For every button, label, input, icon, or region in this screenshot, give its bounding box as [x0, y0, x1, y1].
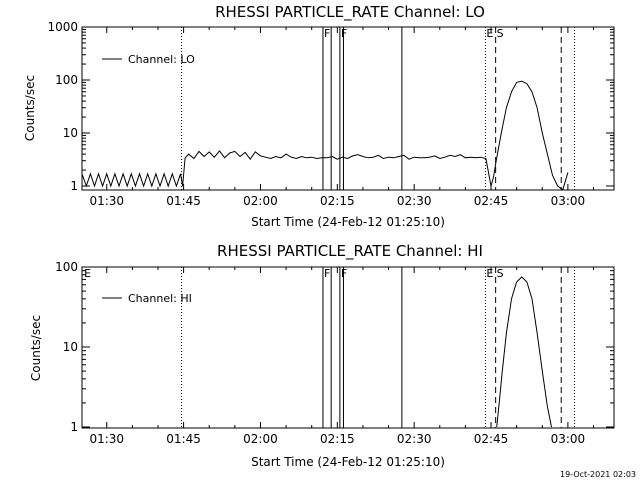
event-marker-label: E [84, 267, 91, 280]
event-marker-label: F [341, 27, 347, 40]
hi-channel-panel: RHESSI PARTICLE_RATE Channel: HI 01:30 01… [29, 242, 615, 469]
event-marker-label: S [497, 27, 504, 40]
event-marker-label: E [486, 27, 493, 40]
x-tick-label: 02:30 [397, 432, 432, 446]
event-marker-label: F [341, 267, 347, 280]
y-tick-label: 1 [70, 179, 78, 193]
lo-x-axis-label: Start Time (24-Feb-12 01:25:10) [251, 215, 445, 229]
x-tick-label: 02:15 [320, 432, 355, 446]
x-tick-label: 01:30 [89, 194, 124, 208]
y-tick-label: 100 [55, 73, 78, 87]
x-tick-label: 03:00 [551, 432, 586, 446]
event-marker-label: F [324, 267, 330, 280]
x-tick-label: 03:00 [551, 194, 586, 208]
x-tick-label: 02:00 [243, 194, 278, 208]
lo-legend-label: Channel: LO [128, 53, 195, 66]
y-tick-label: 1000 [47, 20, 78, 34]
y-tick-label: 100 [55, 260, 78, 274]
hi-y-axis-label: Counts/sec [29, 315, 43, 381]
y-tick-label: 10 [63, 340, 78, 354]
lo-channel-panel: RHESSI PARTICLE_RATE Channel: LO 01:30 01… [23, 3, 615, 229]
lo-y-axis-label: Counts/sec [23, 75, 37, 141]
lo-ticks: 01:30 01:45 02:00 02:15 02:30 02:45 03:00 1 10 10… [47, 20, 614, 208]
hi-legend-label: Channel: HI [128, 292, 192, 305]
x-tick-label: 02:00 [243, 432, 278, 446]
generation-timestamp: 19-Oct-2021 02:03 [560, 470, 636, 479]
hi-series-line [496, 276, 552, 428]
event-marker-label: F [324, 27, 330, 40]
x-tick-label: 02:15 [320, 194, 355, 208]
x-tick-label: 02:45 [474, 432, 509, 446]
lo-plot-frame [81, 26, 615, 191]
x-tick-label: 01:45 [166, 432, 201, 446]
x-tick-label: 02:45 [474, 194, 509, 208]
lo-chart-title: RHESSI PARTICLE_RATE Channel: LO [215, 3, 485, 22]
hi-x-axis-label: Start Time (24-Feb-12 01:25:10) [251, 455, 445, 469]
lo-series-line [81, 80, 569, 191]
x-tick-label: 01:30 [89, 432, 124, 446]
event-marker-label: E [486, 267, 493, 280]
hi-chart-title: RHESSI PARTICLE_RATE Channel: HI [217, 242, 483, 261]
event-marker-label: S [497, 267, 504, 280]
x-tick-label: 01:45 [166, 194, 201, 208]
y-tick-label: 1 [70, 420, 78, 434]
x-tick-label: 02:30 [397, 194, 432, 208]
hi-ticks: 01:30 01:45 02:00 02:15 02:30 02:45 03:00 1 10 10… [55, 260, 614, 446]
y-tick-label: 10 [63, 126, 78, 140]
